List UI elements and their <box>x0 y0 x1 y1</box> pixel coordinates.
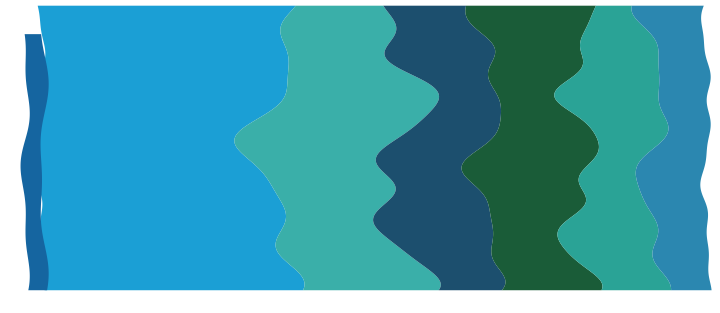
Polygon shape <box>631 6 711 290</box>
Polygon shape <box>34 6 305 290</box>
Polygon shape <box>21 34 49 290</box>
Polygon shape <box>462 6 603 290</box>
Polygon shape <box>554 6 671 290</box>
Polygon shape <box>234 6 441 290</box>
Polygon shape <box>373 6 505 290</box>
